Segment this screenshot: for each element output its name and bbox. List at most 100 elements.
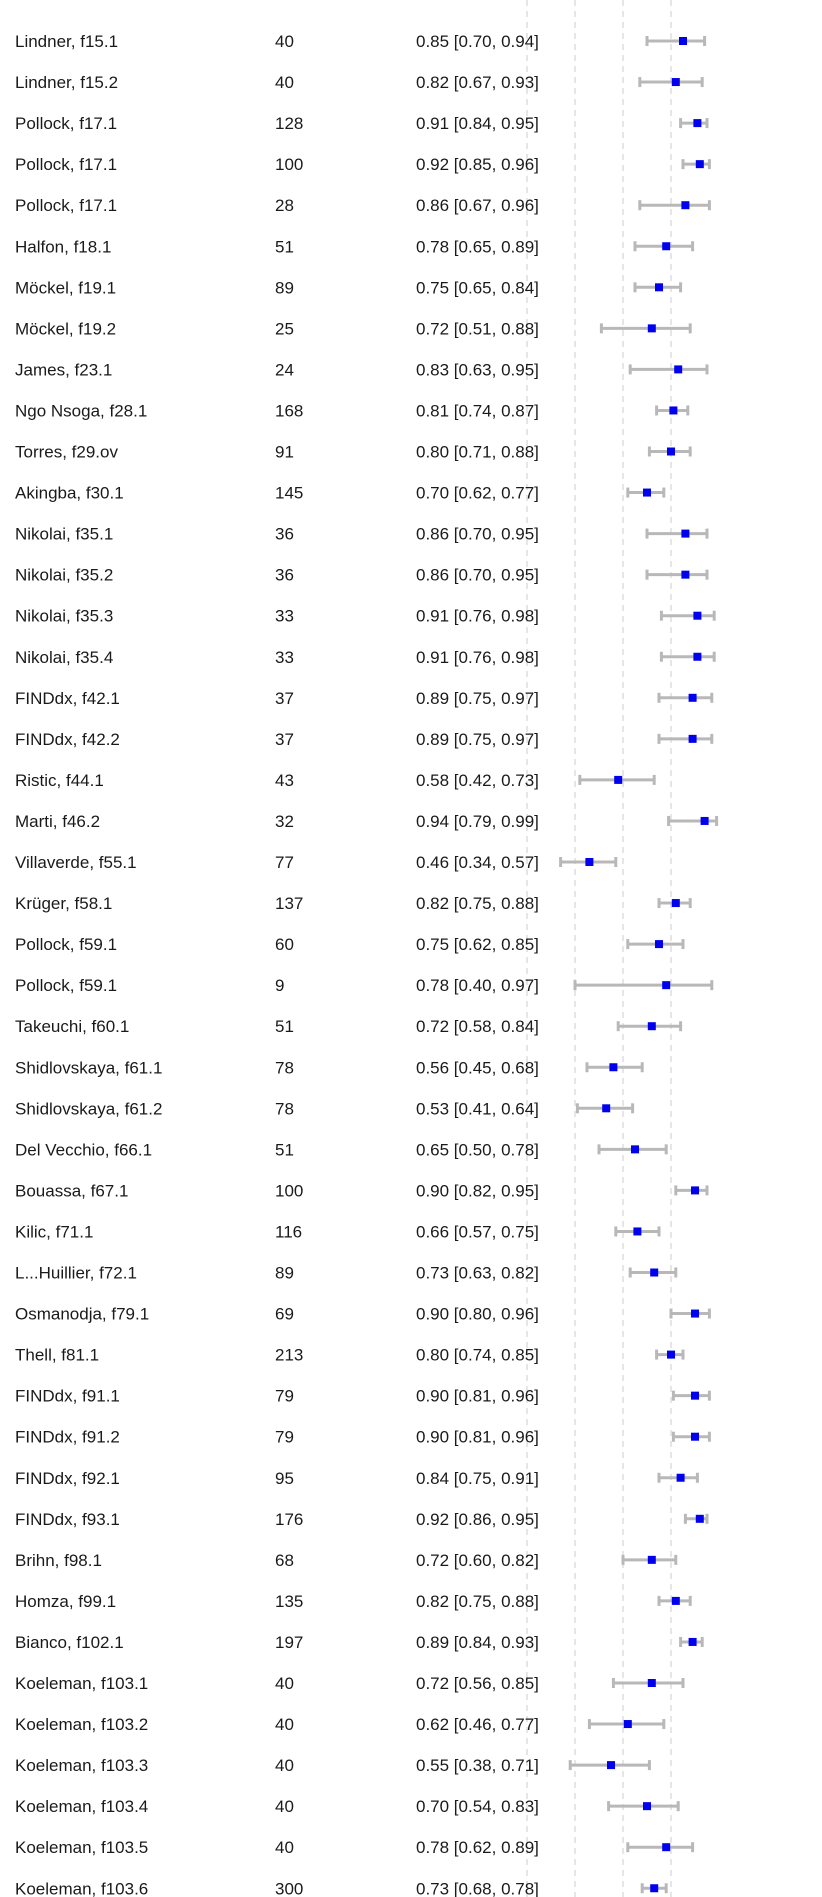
- point-estimate: [662, 1843, 671, 1852]
- point-estimate: [671, 1596, 680, 1605]
- study-label: FINDdx, f92.1: [15, 1469, 120, 1488]
- point-estimate: [662, 981, 671, 990]
- point-estimate: [667, 1350, 675, 1359]
- study-label: Homza, f99.1: [15, 1592, 116, 1611]
- point-estimate: [623, 1720, 632, 1729]
- sample-size-label: 51: [275, 1140, 294, 1159]
- point-estimate: [695, 1514, 704, 1523]
- point-estimate: [647, 1022, 656, 1031]
- point-estimate: [650, 1884, 659, 1893]
- sample-size-label: 37: [275, 689, 294, 708]
- point-estimate: [671, 899, 680, 908]
- study-label: Bianco, f102.1: [15, 1633, 124, 1652]
- sample-size-label: 213: [275, 1346, 303, 1365]
- study-label: Nikolai, f35.3: [15, 607, 113, 626]
- estimate-ci-label: 0.75 [0.65, 0.84]: [416, 278, 539, 297]
- point-estimate: [655, 940, 663, 949]
- sample-size-label: 33: [275, 607, 294, 626]
- forest-row: Ristic, f44.1 43 0.58 [0.42, 0.73]: [15, 771, 656, 790]
- point-estimate: [693, 119, 702, 128]
- estimate-ci-label: 0.78 [0.65, 0.89]: [416, 237, 539, 256]
- estimate-ci-label: 0.91 [0.76, 0.98]: [416, 607, 539, 626]
- study-label: Villaverde, f55.1: [15, 853, 137, 872]
- study-label: FINDdx, f91.1: [15, 1387, 120, 1406]
- forest-row: Shidlovskaya, f61.1 78 0.56 [0.45, 0.68]: [15, 1058, 644, 1077]
- point-estimate: [647, 1679, 656, 1687]
- sample-size-label: 168: [275, 401, 303, 420]
- estimate-ci-label: 0.89 [0.75, 0.97]: [416, 730, 539, 749]
- estimate-ci-label: 0.82 [0.75, 0.88]: [416, 1592, 539, 1611]
- study-label: Pollock, f59.1: [15, 976, 117, 995]
- point-estimate: [633, 1227, 642, 1236]
- forest-row: FINDdx, f42.2 37 0.89 [0.75, 0.97]: [15, 730, 714, 749]
- study-label: FINDdx, f42.2: [15, 730, 120, 749]
- point-estimate: [667, 447, 675, 456]
- estimate-ci-label: 0.70 [0.54, 0.83]: [416, 1797, 539, 1816]
- forest-row: Ngo Nsoga, f28.1 168 0.81 [0.74, 0.87]: [15, 401, 690, 420]
- sample-size-label: 145: [275, 484, 303, 503]
- study-label: Ristic, f44.1: [15, 771, 104, 790]
- study-label: Del Vecchio, f66.1: [15, 1140, 152, 1159]
- sample-size-label: 36: [275, 566, 294, 585]
- study-label: Bouassa, f67.1: [15, 1181, 128, 1200]
- study-label: FINDdx, f42.1: [15, 689, 120, 708]
- study-label: Koeleman, f103.6: [15, 1879, 148, 1897]
- point-estimate: [693, 611, 702, 620]
- point-estimate: [643, 488, 651, 497]
- forest-row: FINDdx, f91.1 79 0.90 [0.81, 0.96]: [15, 1387, 711, 1406]
- sample-size-label: 300: [275, 1879, 303, 1897]
- study-label: Shidlovskaya, f61.2: [15, 1099, 162, 1118]
- study-label: Pollock, f59.1: [15, 935, 117, 954]
- forest-row: Möckel, f19.1 89 0.75 [0.65, 0.84]: [15, 278, 683, 297]
- forest-row: Koeleman, f103.4 40 0.70 [0.54, 0.83]: [15, 1797, 680, 1816]
- grid-lines: [526, 0, 672, 1897]
- study-label: FINDdx, f91.2: [15, 1428, 120, 1447]
- forest-row: FINDdx, f42.1 37 0.89 [0.75, 0.97]: [15, 689, 714, 708]
- sample-size-label: 135: [275, 1592, 303, 1611]
- forest-row: Koeleman, f103.6 300 0.73 [0.68, 0.78]: [15, 1879, 668, 1897]
- sample-size-label: 78: [275, 1099, 294, 1118]
- forest-row: Torres, f29.ov 91 0.80 [0.71, 0.88]: [15, 443, 692, 462]
- study-label: Ngo Nsoga, f28.1: [15, 401, 147, 420]
- sample-size-label: 40: [275, 1797, 294, 1816]
- point-estimate: [691, 1432, 699, 1441]
- estimate-ci-label: 0.92 [0.86, 0.95]: [416, 1510, 539, 1529]
- forest-row: Koeleman, f103.2 40 0.62 [0.46, 0.77]: [15, 1715, 666, 1734]
- study-label: Möckel, f19.1: [15, 278, 116, 297]
- forest-row: Lindner, f15.2 40 0.82 [0.67, 0.93]: [15, 73, 704, 92]
- estimate-ci-label: 0.89 [0.75, 0.97]: [416, 689, 539, 708]
- estimate-ci-label: 0.90 [0.82, 0.95]: [416, 1181, 539, 1200]
- estimate-ci-label: 0.94 [0.79, 0.99]: [416, 812, 539, 831]
- study-label: Halfon, f18.1: [15, 237, 111, 256]
- point-estimate: [681, 529, 690, 538]
- point-estimate: [602, 1104, 611, 1113]
- point-estimate: [647, 324, 656, 333]
- point-estimate: [681, 570, 690, 579]
- sample-size-label: 36: [275, 525, 294, 544]
- study-label: L...Huillier, f72.1: [15, 1264, 137, 1283]
- forest-row: Pollock, f17.1 100 0.92 [0.85, 0.96]: [15, 155, 711, 174]
- sample-size-label: 32: [275, 812, 294, 831]
- forest-rows: Lindner, f15.1 40 0.85 [0.70, 0.94]Lindner…: [15, 32, 719, 1897]
- estimate-ci-label: 0.90 [0.81, 0.96]: [416, 1387, 539, 1406]
- forest-row: FINDdx, f92.1 95 0.84 [0.75, 0.91]: [15, 1469, 699, 1488]
- sample-size-label: 33: [275, 648, 294, 667]
- estimate-ci-label: 0.46 [0.34, 0.57]: [416, 853, 539, 872]
- sample-size-label: 100: [275, 1181, 303, 1200]
- sample-size-label: 60: [275, 935, 294, 954]
- sample-size-label: 43: [275, 771, 294, 790]
- study-label: Lindner, f15.1: [15, 32, 118, 51]
- point-estimate: [647, 1555, 656, 1564]
- estimate-ci-label: 0.72 [0.60, 0.82]: [416, 1551, 539, 1570]
- point-estimate: [688, 693, 697, 702]
- study-label: Lindner, f15.2: [15, 73, 118, 92]
- point-estimate: [693, 652, 702, 661]
- sample-size-label: 137: [275, 894, 303, 913]
- sample-size-label: 89: [275, 278, 294, 297]
- point-estimate: [688, 1637, 697, 1646]
- sample-size-label: 176: [275, 1510, 303, 1529]
- sample-size-label: 78: [275, 1058, 294, 1077]
- estimate-ci-label: 0.75 [0.62, 0.85]: [416, 935, 539, 954]
- point-estimate: [669, 406, 678, 415]
